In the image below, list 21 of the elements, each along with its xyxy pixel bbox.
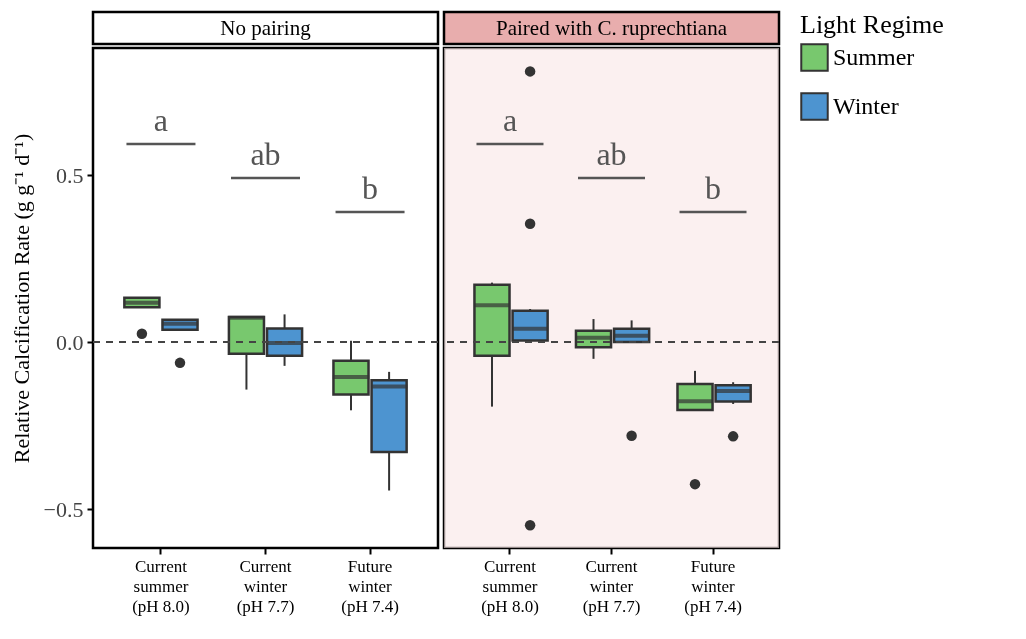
y-tick-label: −0.5 — [43, 496, 84, 522]
legend-title: Light Regime — [800, 10, 944, 39]
legend-label: Winter — [833, 92, 899, 119]
annotation: b — [705, 170, 722, 206]
annotation: b — [362, 170, 379, 206]
x-tick-label: Current summer (pH 8.0) — [481, 556, 539, 616]
annotation: ab — [596, 136, 627, 172]
legend-label: Summer — [833, 43, 915, 70]
annotation: ab — [250, 136, 281, 172]
y-tick-label: 0.5 — [56, 162, 84, 188]
annotation: a — [502, 102, 518, 138]
y-tick-label: 0.0 — [56, 329, 84, 355]
x-tick-label: Current winter (pH 7.7) — [582, 556, 641, 616]
chart-title: Paired with C. ruprechtiana — [496, 16, 728, 40]
x-tick-label: Current summer (pH 8.0) — [132, 556, 190, 616]
annotation: a — [153, 102, 169, 138]
x-tick-label: Current winter (pH 7.7) — [236, 556, 295, 616]
x-tick-label: Future winter (pH 7.4) — [341, 556, 399, 616]
chart-title: No pairing — [220, 16, 312, 40]
x-tick-label: Future winter (pH 7.4) — [684, 556, 742, 616]
y-axis-title: Relative Calcification Rate (g g⁻¹ d⁻¹) — [8, 133, 34, 464]
